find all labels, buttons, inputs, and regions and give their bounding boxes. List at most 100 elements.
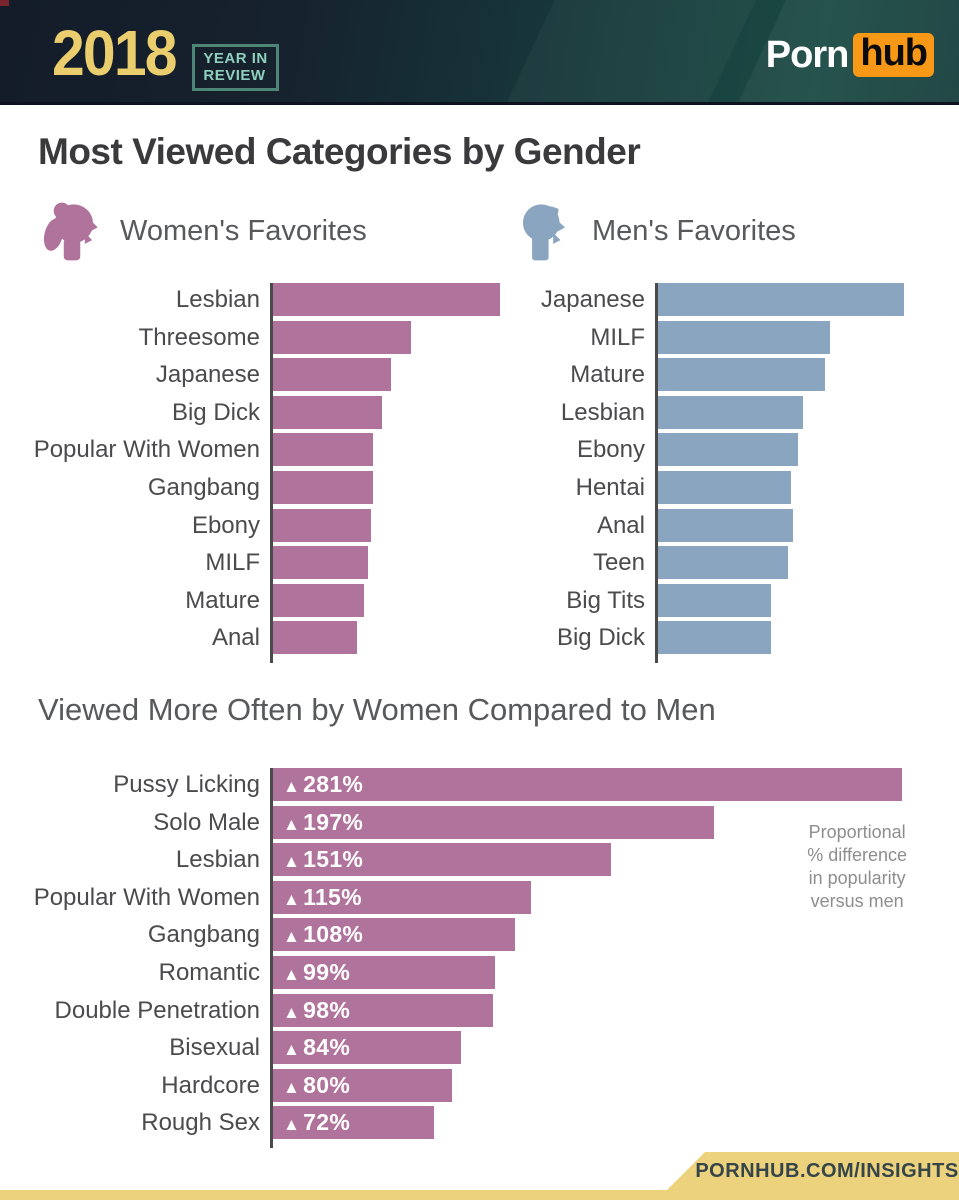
year-text: 2018 xyxy=(52,17,177,89)
category-label: Popular With Women xyxy=(33,436,260,464)
men-section-header: Men's Favorites xyxy=(510,198,796,264)
bar xyxy=(273,433,373,467)
category-label: Popular With Women xyxy=(33,883,260,911)
comparison-chart: Pussy Licking Solo Male Lesbian Popular Wit… xyxy=(20,768,902,1148)
bar xyxy=(658,433,798,467)
category-label: Ebony xyxy=(191,511,260,539)
annotation-line: % difference xyxy=(807,845,907,865)
bar xyxy=(273,621,357,655)
category-label: Hentai xyxy=(575,473,645,501)
category-label: Gangbang xyxy=(147,921,260,949)
category-label: Ebony xyxy=(576,436,645,464)
bar: ▲ 98% xyxy=(273,993,493,1027)
category-label: MILF xyxy=(205,549,260,577)
corner-mark xyxy=(0,0,9,6)
page-title: Most Viewed Categories by Gender xyxy=(38,131,641,172)
year-in-review-line1: YEAR IN xyxy=(203,50,268,67)
comparison-annotation: Proportional % difference in popularity … xyxy=(807,821,907,913)
men-chart-labels: Japanese MILF Mature Lesbian Ebony Hentai Anal… xyxy=(480,283,655,663)
bar: ▲ 281% xyxy=(273,768,902,801)
bar xyxy=(658,283,904,316)
bar-value-label: ▲ 99% xyxy=(283,958,351,985)
category-label: Hardcore xyxy=(161,1071,260,1099)
category-label: Japanese xyxy=(155,361,260,389)
insights-badge: PORNHUB.COM/INSIGHTS xyxy=(667,1152,959,1190)
bar xyxy=(658,583,771,617)
woman-silhouette-icon xyxy=(43,202,98,261)
category-label: Double Penetration xyxy=(54,996,260,1024)
category-label: Solo Male xyxy=(153,808,260,836)
pornhub-logo: Porn hub xyxy=(766,33,934,77)
bar: ▲ 84% xyxy=(273,1031,461,1065)
bar-value-label: ▲ 151% xyxy=(283,846,364,873)
bar xyxy=(273,320,411,354)
category-label: Big Dick xyxy=(171,398,260,426)
comparison-chart-bars: ▲ 281% ▲ 197% ▲ 151% ▲ 115% ▲ 108% ▲ 99% ▲ 98% ▲ 84% ▲ 80… xyxy=(270,768,902,1148)
year-in-review-box: YEAR IN REVIEW xyxy=(192,44,279,91)
bar xyxy=(658,546,788,580)
bar xyxy=(273,583,364,617)
bar-value-label: ▲ 281% xyxy=(283,771,364,797)
bar: ▲ 80% xyxy=(273,1068,452,1102)
bar-value-label: ▲ 108% xyxy=(283,921,364,948)
pornhub-logo-hub: hub xyxy=(853,33,934,77)
category-label: Romantic xyxy=(158,958,260,986)
women-chart-bars xyxy=(270,283,500,663)
category-label: Pussy Licking xyxy=(113,771,260,798)
bar xyxy=(273,283,500,316)
bar-value-label: ▲ 72% xyxy=(283,1109,351,1136)
bar xyxy=(273,395,382,429)
category-label: Gangbang xyxy=(147,473,260,501)
bar xyxy=(658,508,793,542)
category-label: MILF xyxy=(590,323,645,351)
category-label: Big Tits xyxy=(566,586,645,614)
bar: ▲ 99% xyxy=(273,955,495,989)
comparison-chart-labels: Pussy Licking Solo Male Lesbian Popular Wit… xyxy=(20,768,270,1148)
man-silhouette-icon xyxy=(522,204,566,261)
bar xyxy=(273,546,368,580)
year-in-review-logo: 2018 YEAR IN REVIEW xyxy=(52,18,279,91)
bar xyxy=(658,395,803,429)
bar-value-label: ▲ 84% xyxy=(283,1034,351,1061)
bar xyxy=(658,358,825,392)
men-section-label: Men's Favorites xyxy=(592,214,796,247)
bar: ▲ 151% xyxy=(273,843,611,877)
category-label: Lesbian xyxy=(560,398,645,426)
men-favorites-chart: Japanese MILF Mature Lesbian Ebony Hentai Anal… xyxy=(480,283,904,663)
women-section-header: Women's Favorites xyxy=(38,198,367,264)
bar-value-label: ▲ 98% xyxy=(283,996,351,1023)
bar: ▲ 115% xyxy=(273,880,531,914)
annotation-line: Proportional xyxy=(808,822,906,842)
category-label: Big Dick xyxy=(556,624,645,652)
bar xyxy=(658,320,830,354)
annotation-line: in popularity xyxy=(808,868,906,888)
category-label: Japanese xyxy=(540,286,645,313)
category-label: Anal xyxy=(211,624,260,652)
bar xyxy=(273,470,373,504)
bar-value-label: ▲ 115% xyxy=(283,883,362,910)
bar: ▲ 108% xyxy=(273,918,515,952)
women-section-label: Women's Favorites xyxy=(120,214,367,247)
header-banner: 2018 YEAR IN REVIEW Porn hub xyxy=(0,0,959,105)
comparison-title: Viewed More Often by Women Compared to M… xyxy=(38,692,716,727)
category-label: Lesbian xyxy=(175,846,260,874)
footer-strip xyxy=(0,1190,959,1200)
category-label: Rough Sex xyxy=(141,1109,260,1137)
year-in-review-line2: REVIEW xyxy=(203,67,266,84)
bar: ▲ 197% xyxy=(273,805,714,839)
category-label: Bisexual xyxy=(169,1034,260,1062)
insights-url: PORNHUB.COM/INSIGHTS xyxy=(695,1159,959,1182)
bar xyxy=(658,621,771,655)
category-label: Mature xyxy=(570,361,645,389)
women-favorites-chart: Lesbian Threesome Japanese Big Dick Popular … xyxy=(20,283,500,663)
category-label: Teen xyxy=(592,549,645,577)
category-label: Anal xyxy=(596,511,645,539)
category-label: Threesome xyxy=(138,323,260,351)
bar xyxy=(273,358,391,392)
bar-value-label: ▲ 197% xyxy=(283,808,364,835)
annotation-line: versus men xyxy=(810,891,904,911)
men-chart-bars xyxy=(655,283,904,663)
bar xyxy=(273,508,371,542)
pornhub-logo-porn: Porn xyxy=(765,33,850,76)
category-label: Lesbian xyxy=(175,286,260,313)
